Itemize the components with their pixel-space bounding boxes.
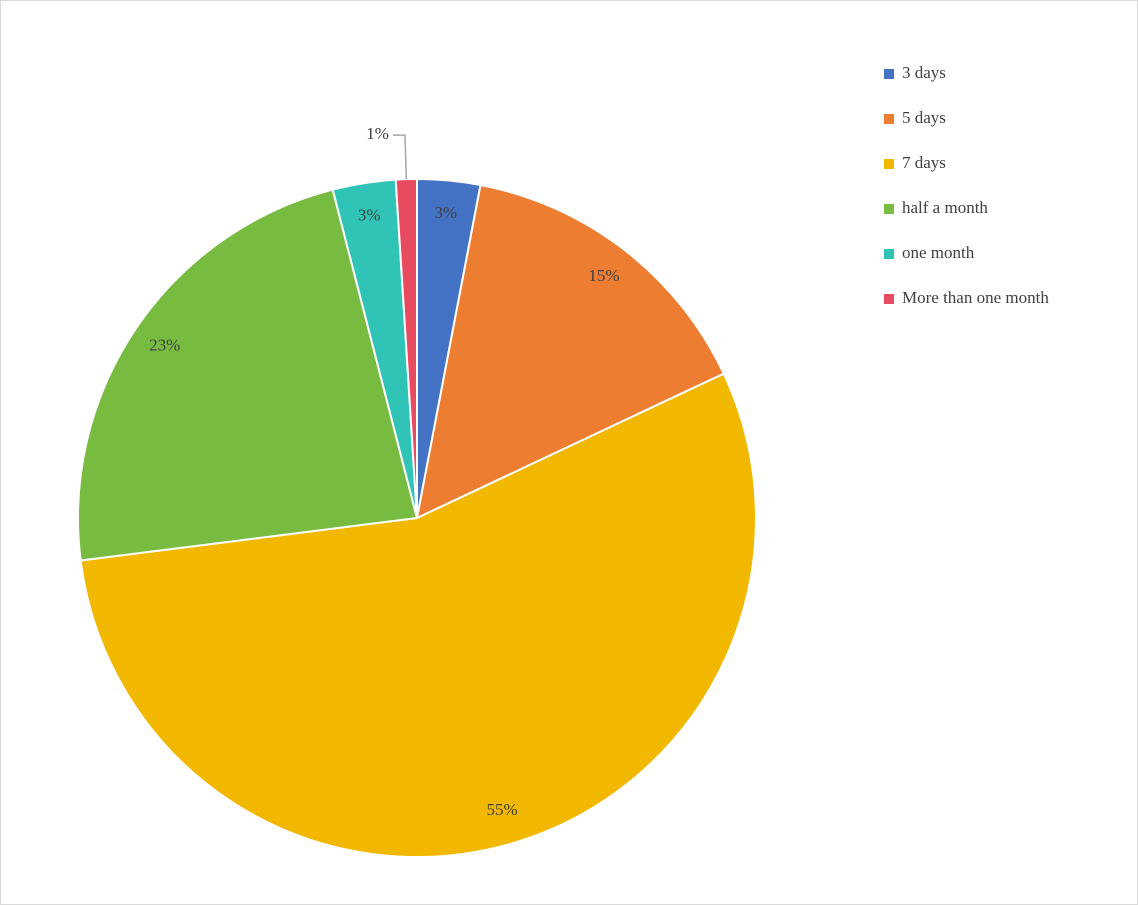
data-label: 23%: [149, 335, 180, 354]
data-label: 3%: [358, 206, 381, 225]
legend-label: 3 days: [902, 63, 946, 82]
legend-swatch: [884, 114, 894, 124]
data-label: 15%: [588, 266, 619, 285]
data-label: 3%: [434, 203, 457, 222]
legend-swatch: [884, 69, 894, 79]
legend-label: half a month: [902, 198, 988, 217]
pie-slice: [415, 183, 726, 520]
legend-label: 7 days: [902, 153, 946, 172]
data-label: 55%: [487, 800, 518, 819]
pie-slice: [77, 188, 419, 562]
legend-swatch: [884, 204, 894, 214]
pie-slice: [394, 177, 418, 519]
pie-slice: [79, 372, 757, 858]
legend-label: 5 days: [902, 108, 946, 127]
data-label: 1%: [366, 124, 389, 143]
legend-swatch: [884, 159, 894, 169]
legend-swatch: [884, 294, 894, 304]
legend-swatch: [884, 249, 894, 259]
legend-label: More than one month: [902, 288, 1049, 307]
legend-label: one month: [902, 243, 975, 262]
leader-line: [392, 134, 408, 180]
